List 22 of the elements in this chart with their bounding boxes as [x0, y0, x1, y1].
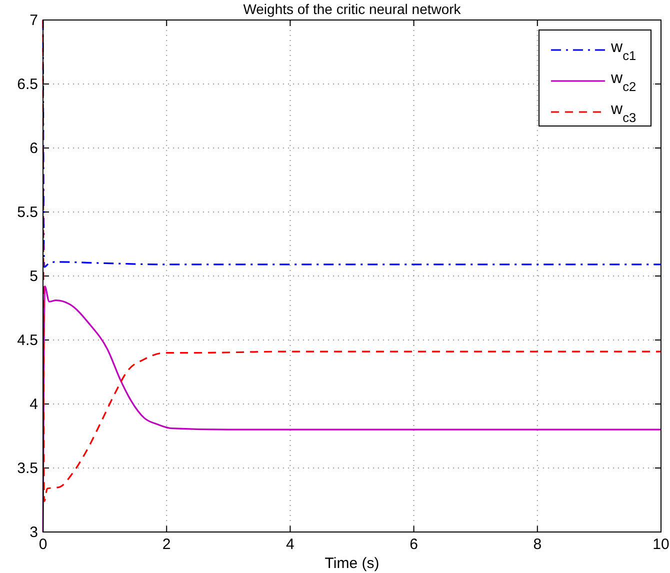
- x-tick-label: 10: [652, 536, 670, 553]
- y-tick-label: 5: [30, 268, 38, 285]
- legend-label: w$_{c3}$: [610, 101, 636, 124]
- y-tick-label: 4.5: [17, 332, 38, 349]
- y-tick-label: 3.5: [17, 460, 38, 477]
- x-tick-label: 8: [533, 536, 542, 553]
- y-tick-label: 4: [30, 396, 38, 413]
- legend-label: w$_{c1}$: [610, 39, 636, 62]
- x-tick-label: 2: [162, 536, 171, 553]
- y-tick-label: 6: [30, 140, 38, 157]
- x-axis-title: Time (s): [324, 555, 380, 572]
- x-tick-label: 6: [410, 536, 418, 553]
- y-tick-label: 6.5: [17, 76, 38, 93]
- y-tick-label: 5.5: [17, 204, 38, 221]
- chart-title: Weights of the critic neural network: [243, 1, 462, 17]
- y-tick-label: 7: [30, 12, 38, 29]
- legend-label: w$_{c2}$: [610, 70, 636, 94]
- line-series: [42, 19, 662, 502]
- x-tick-label: 4: [286, 536, 294, 553]
- y-tick-label: 3: [30, 524, 38, 541]
- line-series: [42, 285, 662, 533]
- x-tick-label: 0: [38, 536, 48, 553]
